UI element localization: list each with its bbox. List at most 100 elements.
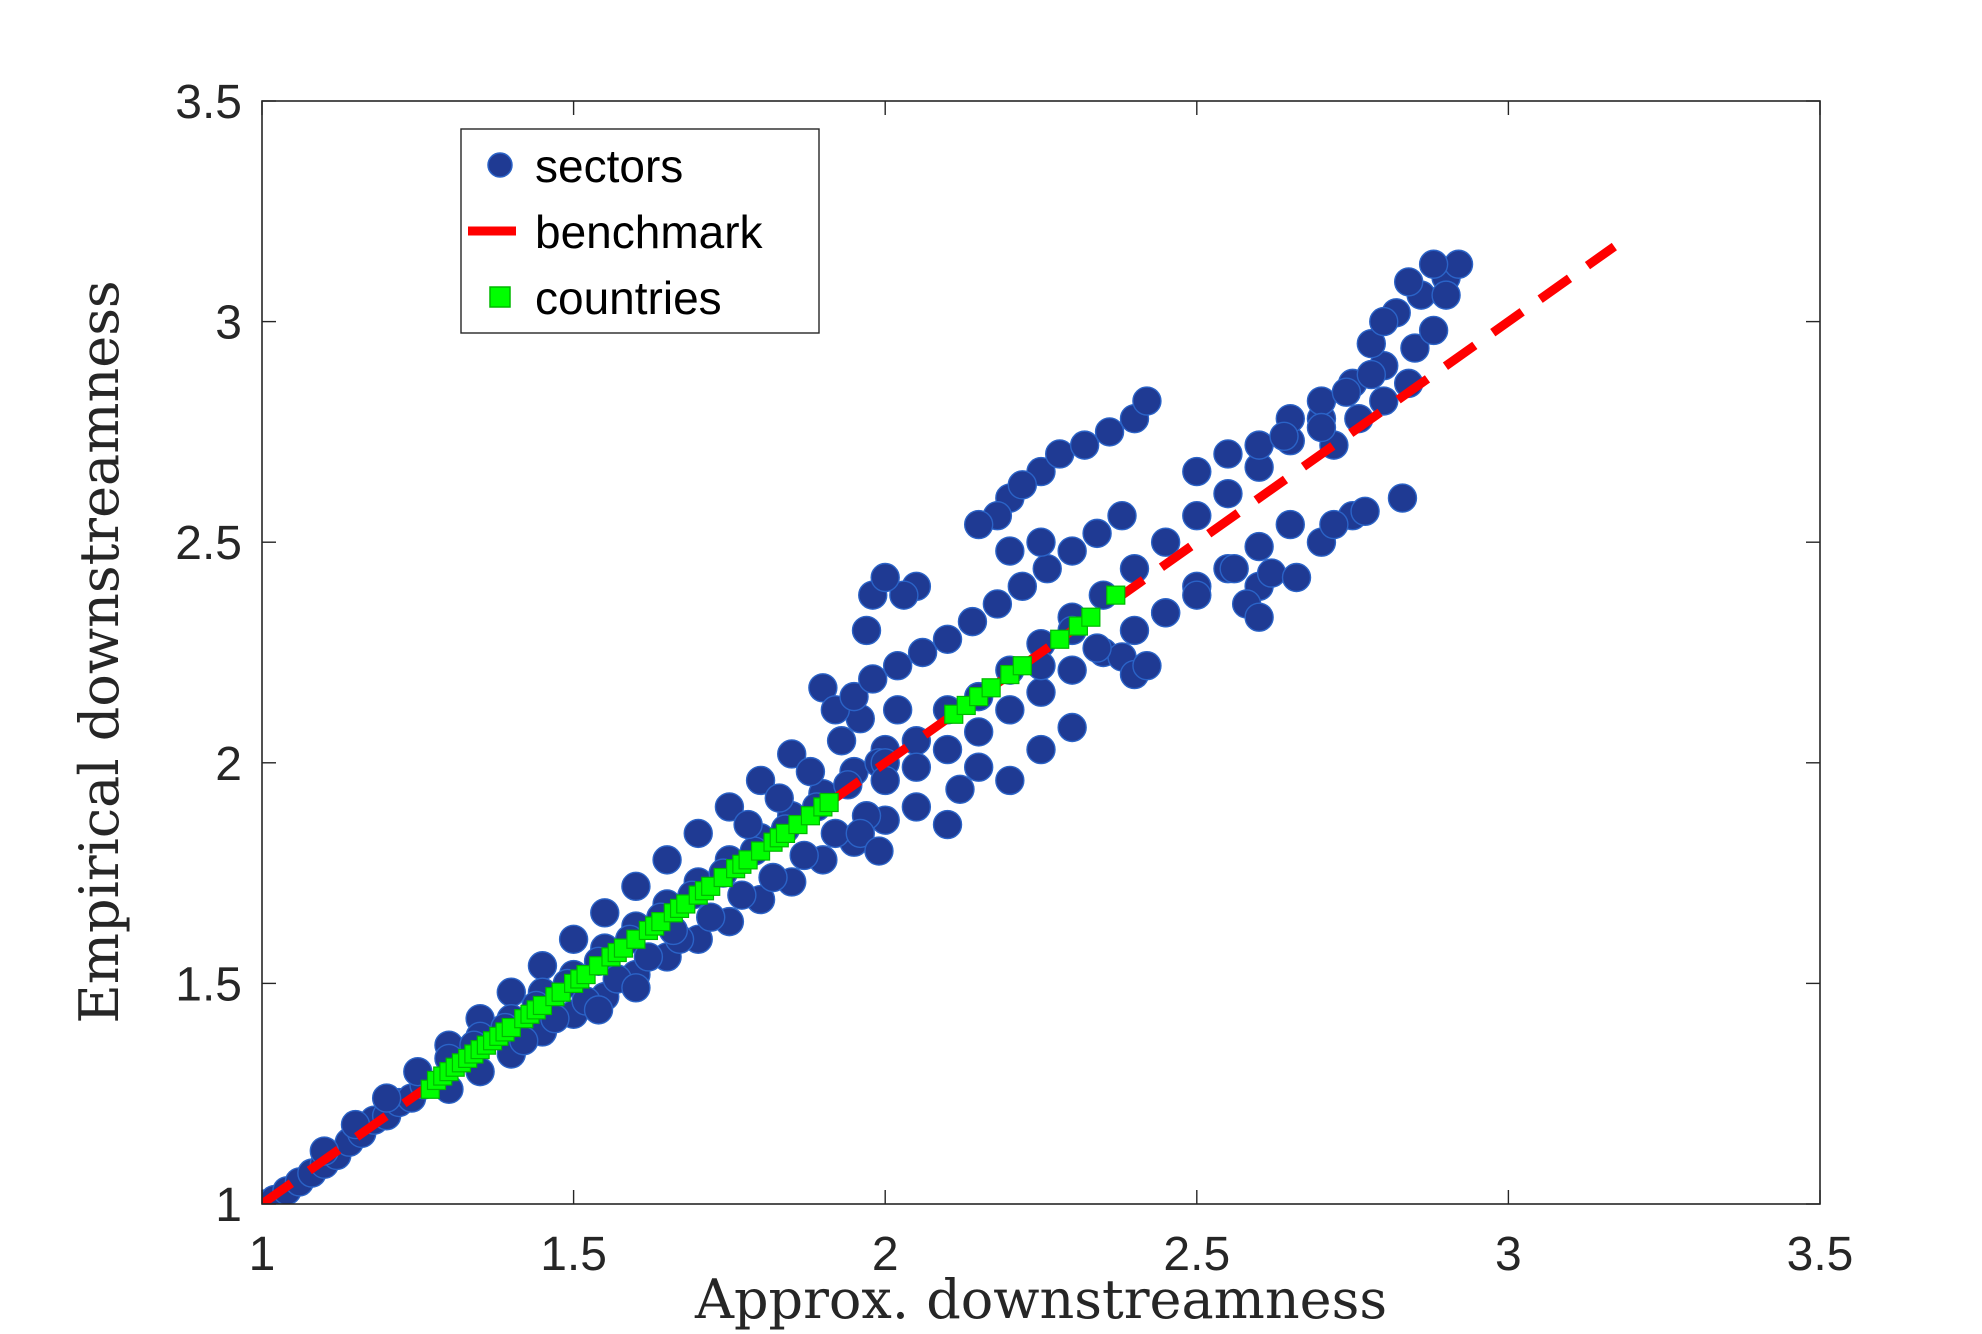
sector-point-127 — [963, 717, 994, 747]
sector-point-189 — [1026, 527, 1056, 557]
sector-point-119 — [1182, 501, 1212, 531]
sector-point-199 — [1387, 483, 1418, 513]
x-axis-ticks: 1 1.5 2 2.5 3 3.5 — [249, 101, 1853, 1281]
sector-point-154 — [1400, 333, 1430, 363]
benchmark-line — [262, 242, 1617, 1204]
sector-point-106 — [1057, 536, 1087, 566]
sector-point-170 — [1356, 359, 1386, 390]
sector-point-136 — [1244, 531, 1274, 562]
y-tick-label-0: 1 — [215, 1179, 242, 1232]
sector-point-139 — [932, 809, 963, 840]
country-point-52 — [981, 678, 1001, 698]
sector-point-142 — [1026, 734, 1056, 765]
sector-point-89 — [733, 809, 763, 840]
x-tick-label-0: 1 — [249, 1228, 276, 1281]
sector-point-137 — [1275, 509, 1305, 540]
country-point-54 — [1012, 656, 1032, 676]
sector-point-100 — [907, 637, 938, 668]
sector-point-125 — [901, 752, 932, 782]
y-tick-label-1: 1.5 — [175, 958, 242, 1011]
sector-point-208 — [1182, 580, 1212, 610]
country-point-58 — [1106, 585, 1126, 605]
sector-point-132 — [1119, 615, 1150, 646]
sector-point-124 — [870, 765, 900, 796]
sector-point-191 — [1256, 558, 1287, 588]
y-tick-label-5: 3.5 — [175, 76, 242, 129]
sector-point-117 — [1119, 553, 1150, 584]
sector-point-160 — [1443, 249, 1474, 279]
sector-point-193 — [1219, 553, 1249, 584]
sector-point-92 — [826, 726, 857, 756]
x-tick-label-3: 2.5 — [1163, 1228, 1230, 1281]
sector-point-155 — [1418, 315, 1449, 346]
sector-point-118 — [1150, 527, 1181, 557]
sector-point-156 — [1356, 328, 1386, 359]
legend-countries-label: countries — [535, 272, 722, 324]
sector-point-195 — [1244, 602, 1274, 632]
sector-point-171 — [1306, 412, 1337, 443]
sector-point-162 — [1393, 267, 1424, 297]
sector-point-99 — [882, 651, 913, 681]
sector-point-84 — [820, 818, 851, 849]
y-tick-label-2: 2 — [215, 738, 242, 791]
sector-point-91 — [795, 756, 826, 787]
legend-countries-marker — [489, 286, 511, 308]
legend-box — [460, 128, 820, 334]
sector-point-177 — [1094, 417, 1125, 447]
sector-point-200 — [1319, 509, 1349, 540]
sector-point-145 — [864, 836, 894, 866]
sector-point-164 — [1369, 306, 1399, 337]
benchmark-series — [262, 242, 1617, 1204]
sector-point-29 — [777, 739, 807, 769]
sector-point-149 — [1244, 430, 1274, 460]
sector-point-16 — [371, 1083, 402, 1113]
sector-point-78 — [633, 942, 664, 972]
country-point-55 — [1050, 629, 1070, 649]
x-tick-label-1: 1.5 — [540, 1228, 607, 1281]
sector-point-107 — [1082, 518, 1112, 549]
sector-point-87 — [583, 995, 614, 1025]
sector-point-163 — [1431, 280, 1461, 310]
sector-point-179 — [1132, 386, 1162, 416]
sector-point-203 — [1132, 651, 1162, 681]
sector-point-146 — [945, 774, 975, 804]
sector-point-23 — [590, 898, 620, 928]
plot-area — [262, 242, 1617, 1204]
sector-point-181 — [1007, 470, 1038, 500]
sector-point-188 — [995, 536, 1025, 566]
sector-point-129 — [1026, 677, 1056, 707]
sector-point-167 — [1369, 386, 1399, 416]
sector-point-82 — [758, 862, 788, 893]
sector-point-98 — [858, 664, 888, 694]
sector-point-186 — [851, 615, 882, 646]
sector-point-187 — [963, 509, 994, 540]
sector-point-80 — [696, 902, 726, 932]
y-axis-ticks: 1 1.5 2 2.5 3 3.5 — [175, 76, 1820, 1232]
sector-point-204 — [1082, 633, 1112, 663]
sector-point-126 — [932, 734, 963, 765]
plot-frame — [261, 100, 1821, 1205]
sector-point-128 — [995, 695, 1025, 725]
legend-sectors-marker — [487, 152, 513, 178]
sector-point-26 — [683, 818, 713, 849]
sector-point-108 — [1107, 501, 1137, 531]
sector-point-151 — [1306, 386, 1337, 416]
sector-point-86 — [621, 973, 651, 1003]
sector-point-22 — [558, 924, 589, 954]
sector-point-83 — [789, 840, 819, 871]
sector-point-101 — [932, 624, 963, 654]
sector-point-143 — [1057, 712, 1087, 743]
legend-benchmark-label: benchmark — [535, 206, 764, 258]
sector-point-172 — [1269, 421, 1299, 452]
y-axis-label: Empirical downstreamness — [68, 280, 131, 1023]
sector-point-147 — [1182, 456, 1212, 487]
country-point-57 — [1081, 607, 1101, 627]
countries-series — [420, 585, 1126, 1099]
sector-point-28 — [745, 765, 776, 796]
sector-point-175 — [1044, 439, 1075, 469]
sector-point-183 — [889, 580, 919, 610]
sector-point-120 — [1213, 478, 1243, 509]
sector-point-103 — [982, 589, 1013, 619]
